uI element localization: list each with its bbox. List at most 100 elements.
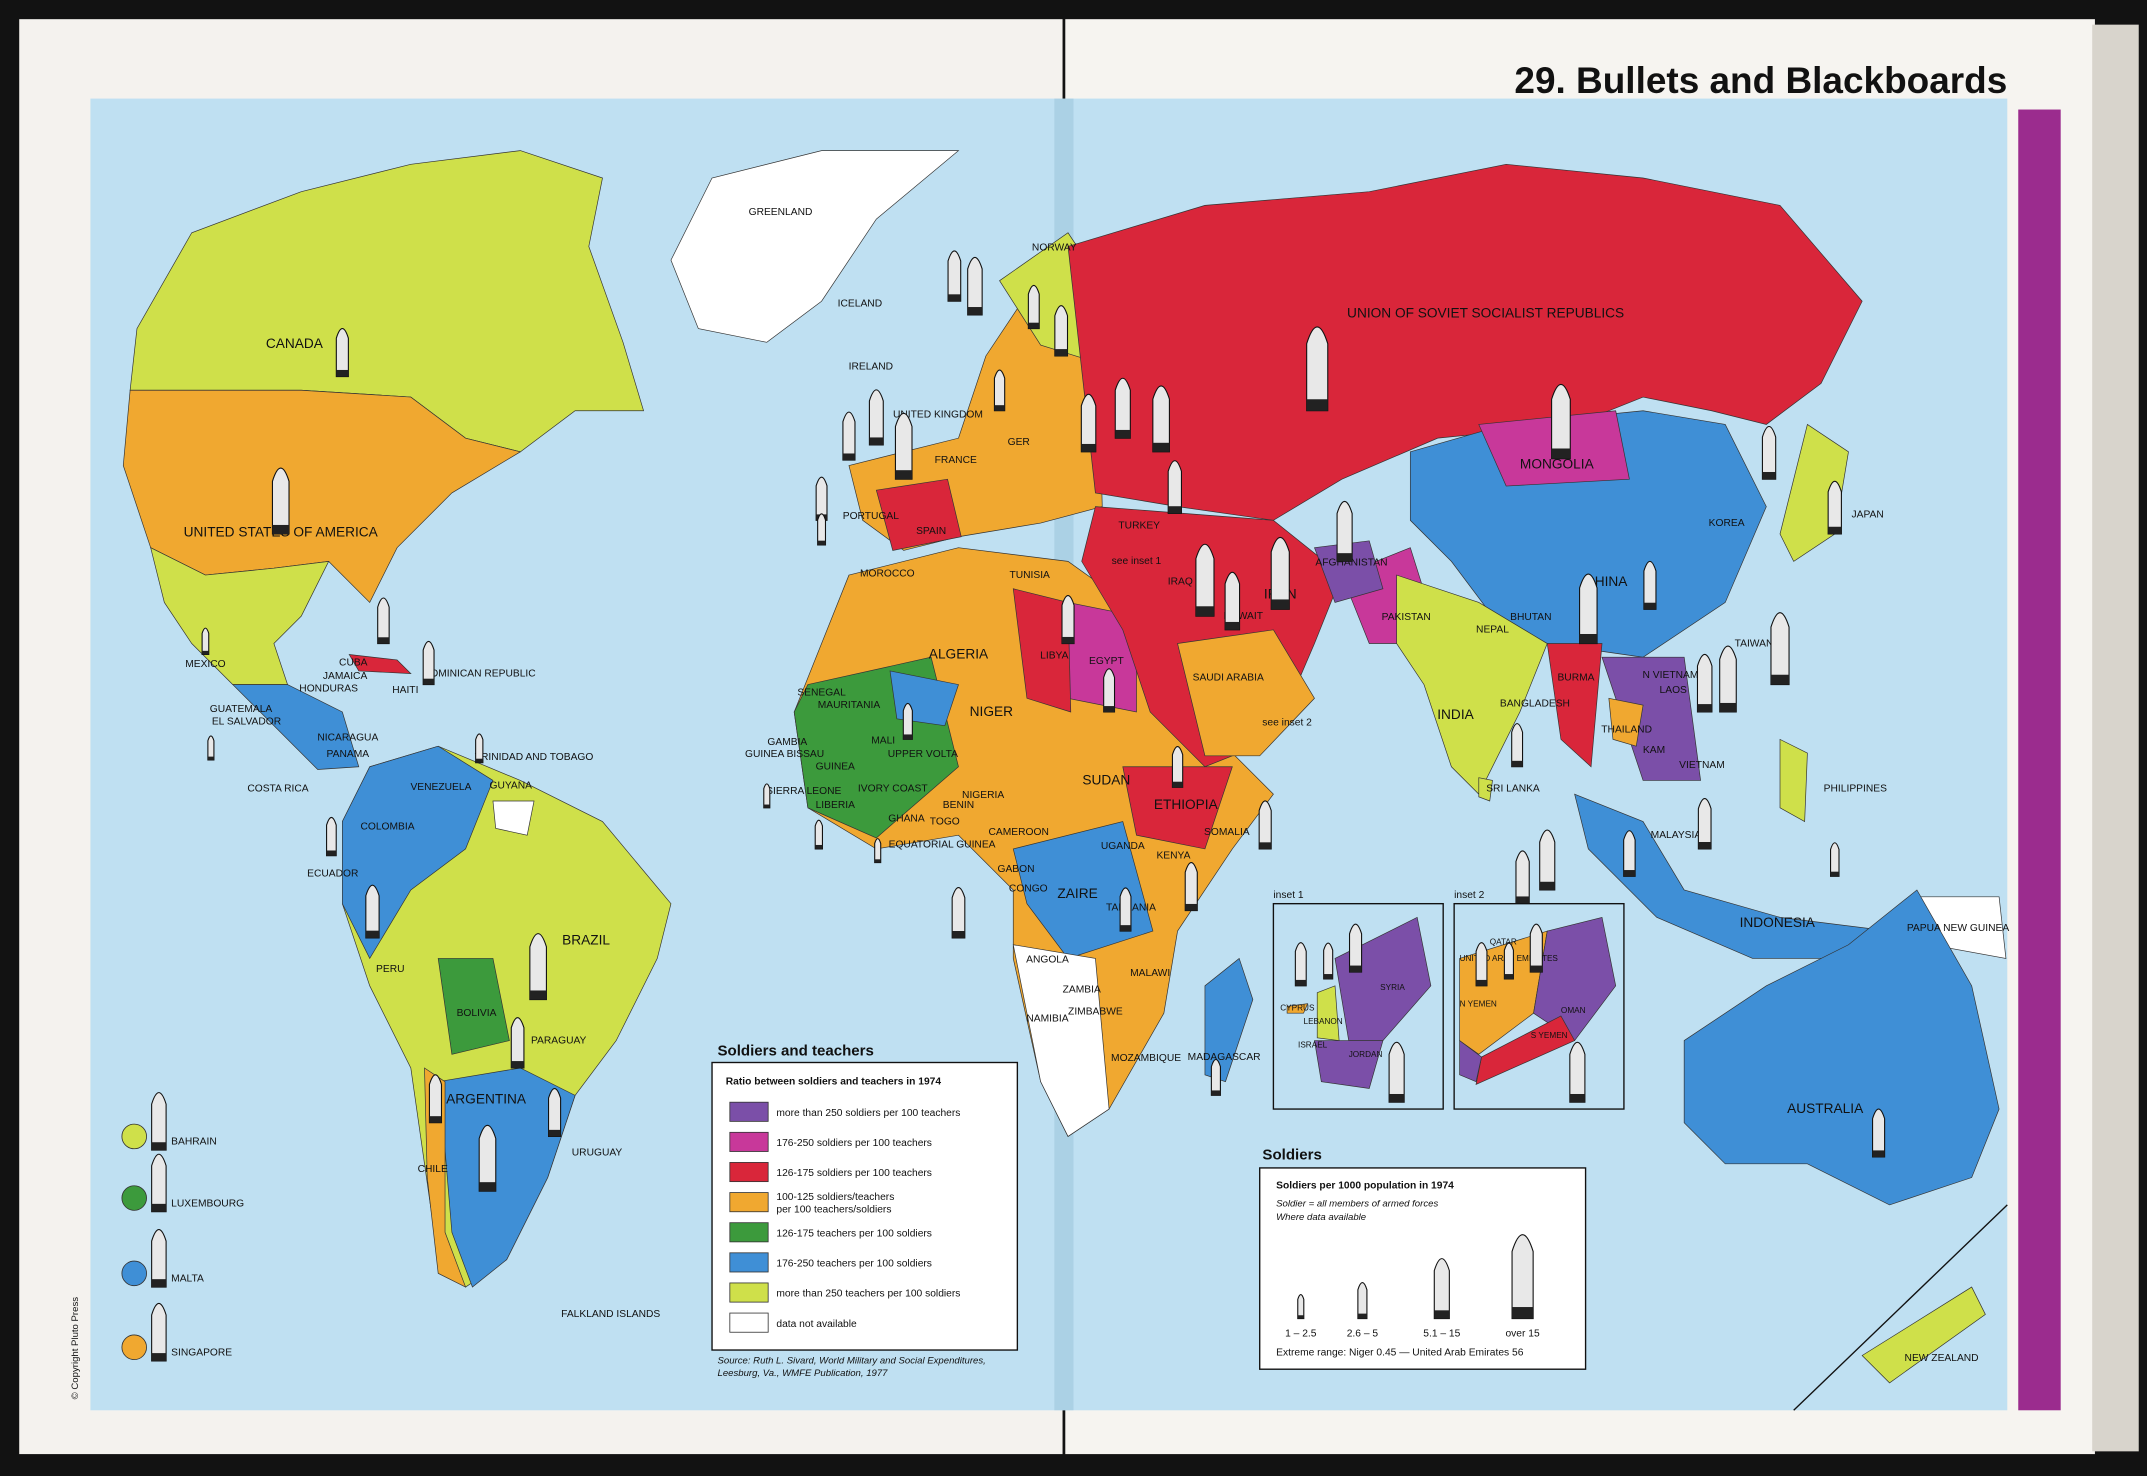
bullet-base [1515,896,1530,904]
country-label: GUYANA [489,781,532,792]
bullet-icon [1210,1058,1221,1096]
bullet-base [151,1279,167,1288]
copyright: © Copyright Pluto Press [70,1297,81,1400]
bullet-base [948,294,961,302]
country-label: ANGOLA [1026,955,1069,966]
legend-item-label: 126-175 teachers per 100 soldiers [776,1228,932,1239]
bullet-icon [201,627,210,656]
legend-swatch [729,1131,769,1152]
country-label: KAM [1643,745,1665,756]
bullet-base [1476,979,1487,986]
country-label: GUINEA BISSAU [745,749,824,760]
bullet-icon [1184,862,1198,912]
small-country-dot [121,1334,147,1361]
bullet-icon [1511,723,1524,768]
bullet-base [1643,602,1656,610]
country-label: SOMALIA [1204,827,1250,838]
country-label: FALKLAND ISLANDS [561,1309,660,1320]
legend-title: Soldiers and teachers [718,1043,874,1060]
bullet-icon [1270,536,1290,610]
legend-item-label: per 100 teachers/soldiers [776,1204,891,1215]
country-label: EL SALVADOR [212,716,281,727]
bullet-base [1551,448,1571,459]
bullet-base [1504,974,1514,979]
country-label: VIETNAM [1679,760,1725,771]
country-label: TRINIDAD AND TOBAGO [475,752,594,763]
country-shape [1409,410,1767,658]
bullet-base [1054,349,1068,356]
bullet-base [1762,471,1776,480]
bullet-icon [365,884,380,939]
small-country-label: MALTA [171,1274,204,1285]
land [122,150,2008,1411]
bullet-icon [1027,284,1040,330]
bullet-icon [1475,942,1488,987]
source-note: Leesburg, Va., WMFE Publication, 1977 [718,1368,889,1379]
country-label: MADAGASCAR [1188,1052,1261,1063]
bullet-icon [478,1124,497,1192]
bullet-base [1337,553,1353,562]
bullet-base [1225,621,1240,630]
bullet-base [1579,633,1598,644]
country-label: BOLIVIA [457,1008,497,1019]
inset-label: OMAN [1561,1006,1586,1015]
country-label: ALGERIA [929,647,989,662]
country-label: THAILAND [1601,725,1652,736]
bullet-icon [1336,500,1353,562]
bullet-icon [510,1017,525,1069]
bullet-base [869,437,884,445]
bullet-icon [326,816,337,857]
bullet-icon [151,1228,167,1288]
bullet-icon [1697,798,1712,850]
country-label: COSTA RICA [247,783,308,794]
bullet-base [475,758,483,763]
country-shape [342,745,494,960]
country-label: MALAYSIA [1651,830,1702,841]
bullet-icon [271,467,290,535]
country-label: NICARAGUA [317,733,378,744]
country-shape [1012,944,1110,1137]
country-shape [150,547,330,685]
legends: BAHRAIN LUXEMBOURG MALTA SINGAPORE Soldiers … [121,890,1625,1379]
bullet-base [1297,1315,1304,1319]
country-label: MOZAMBIQUE [1111,1053,1181,1064]
country-label: see inset 2 [1262,718,1312,729]
legend-swatch [729,1312,769,1333]
bullet-base [815,844,823,849]
country-label: GUATEMALA [210,704,273,715]
inset-label: JORDAN [1349,1050,1383,1059]
bullet-base [817,540,826,545]
bullet-icon [1551,383,1571,460]
bullet-base [874,859,881,863]
country-label: AFGHANISTAN [1315,557,1387,568]
country-shape [1204,957,1254,1083]
bullet-icon [1224,571,1241,631]
bullet-icon [1433,1258,1450,1320]
country-label: IVORY COAST [858,783,928,794]
bullet-base [529,990,547,1000]
country-label: MONGOLIA [1520,456,1595,471]
bullet-icon [1719,645,1737,713]
bullet-icon [1503,942,1514,980]
bullet-base [423,678,435,685]
country-label: BENIN [943,800,974,811]
small-country-label: LUXEMBOURG [171,1198,244,1209]
country-label: FRANCE [935,455,977,466]
bullet-icon [814,819,823,850]
country-label: INDONESIA [1740,915,1816,930]
bullet-base [1271,599,1290,610]
country-label: BRAZIL [562,933,610,948]
bullet-base [1512,1307,1534,1319]
country-label: EQUATORIAL GUINEA [889,840,996,851]
country-label: TAIWAN [1735,638,1774,649]
neatline-diagonal [1793,1204,2008,1411]
bullet-icon [1054,305,1069,357]
inset-label: S YEMEN [1531,1031,1568,1040]
inset-label: ISRAEL [1298,1040,1328,1049]
bullet-base [903,734,913,740]
bullet-icon [529,933,547,1001]
legend-swatch [729,1252,769,1273]
bullet-icon [1388,1041,1405,1103]
bullet-icon [815,476,828,521]
